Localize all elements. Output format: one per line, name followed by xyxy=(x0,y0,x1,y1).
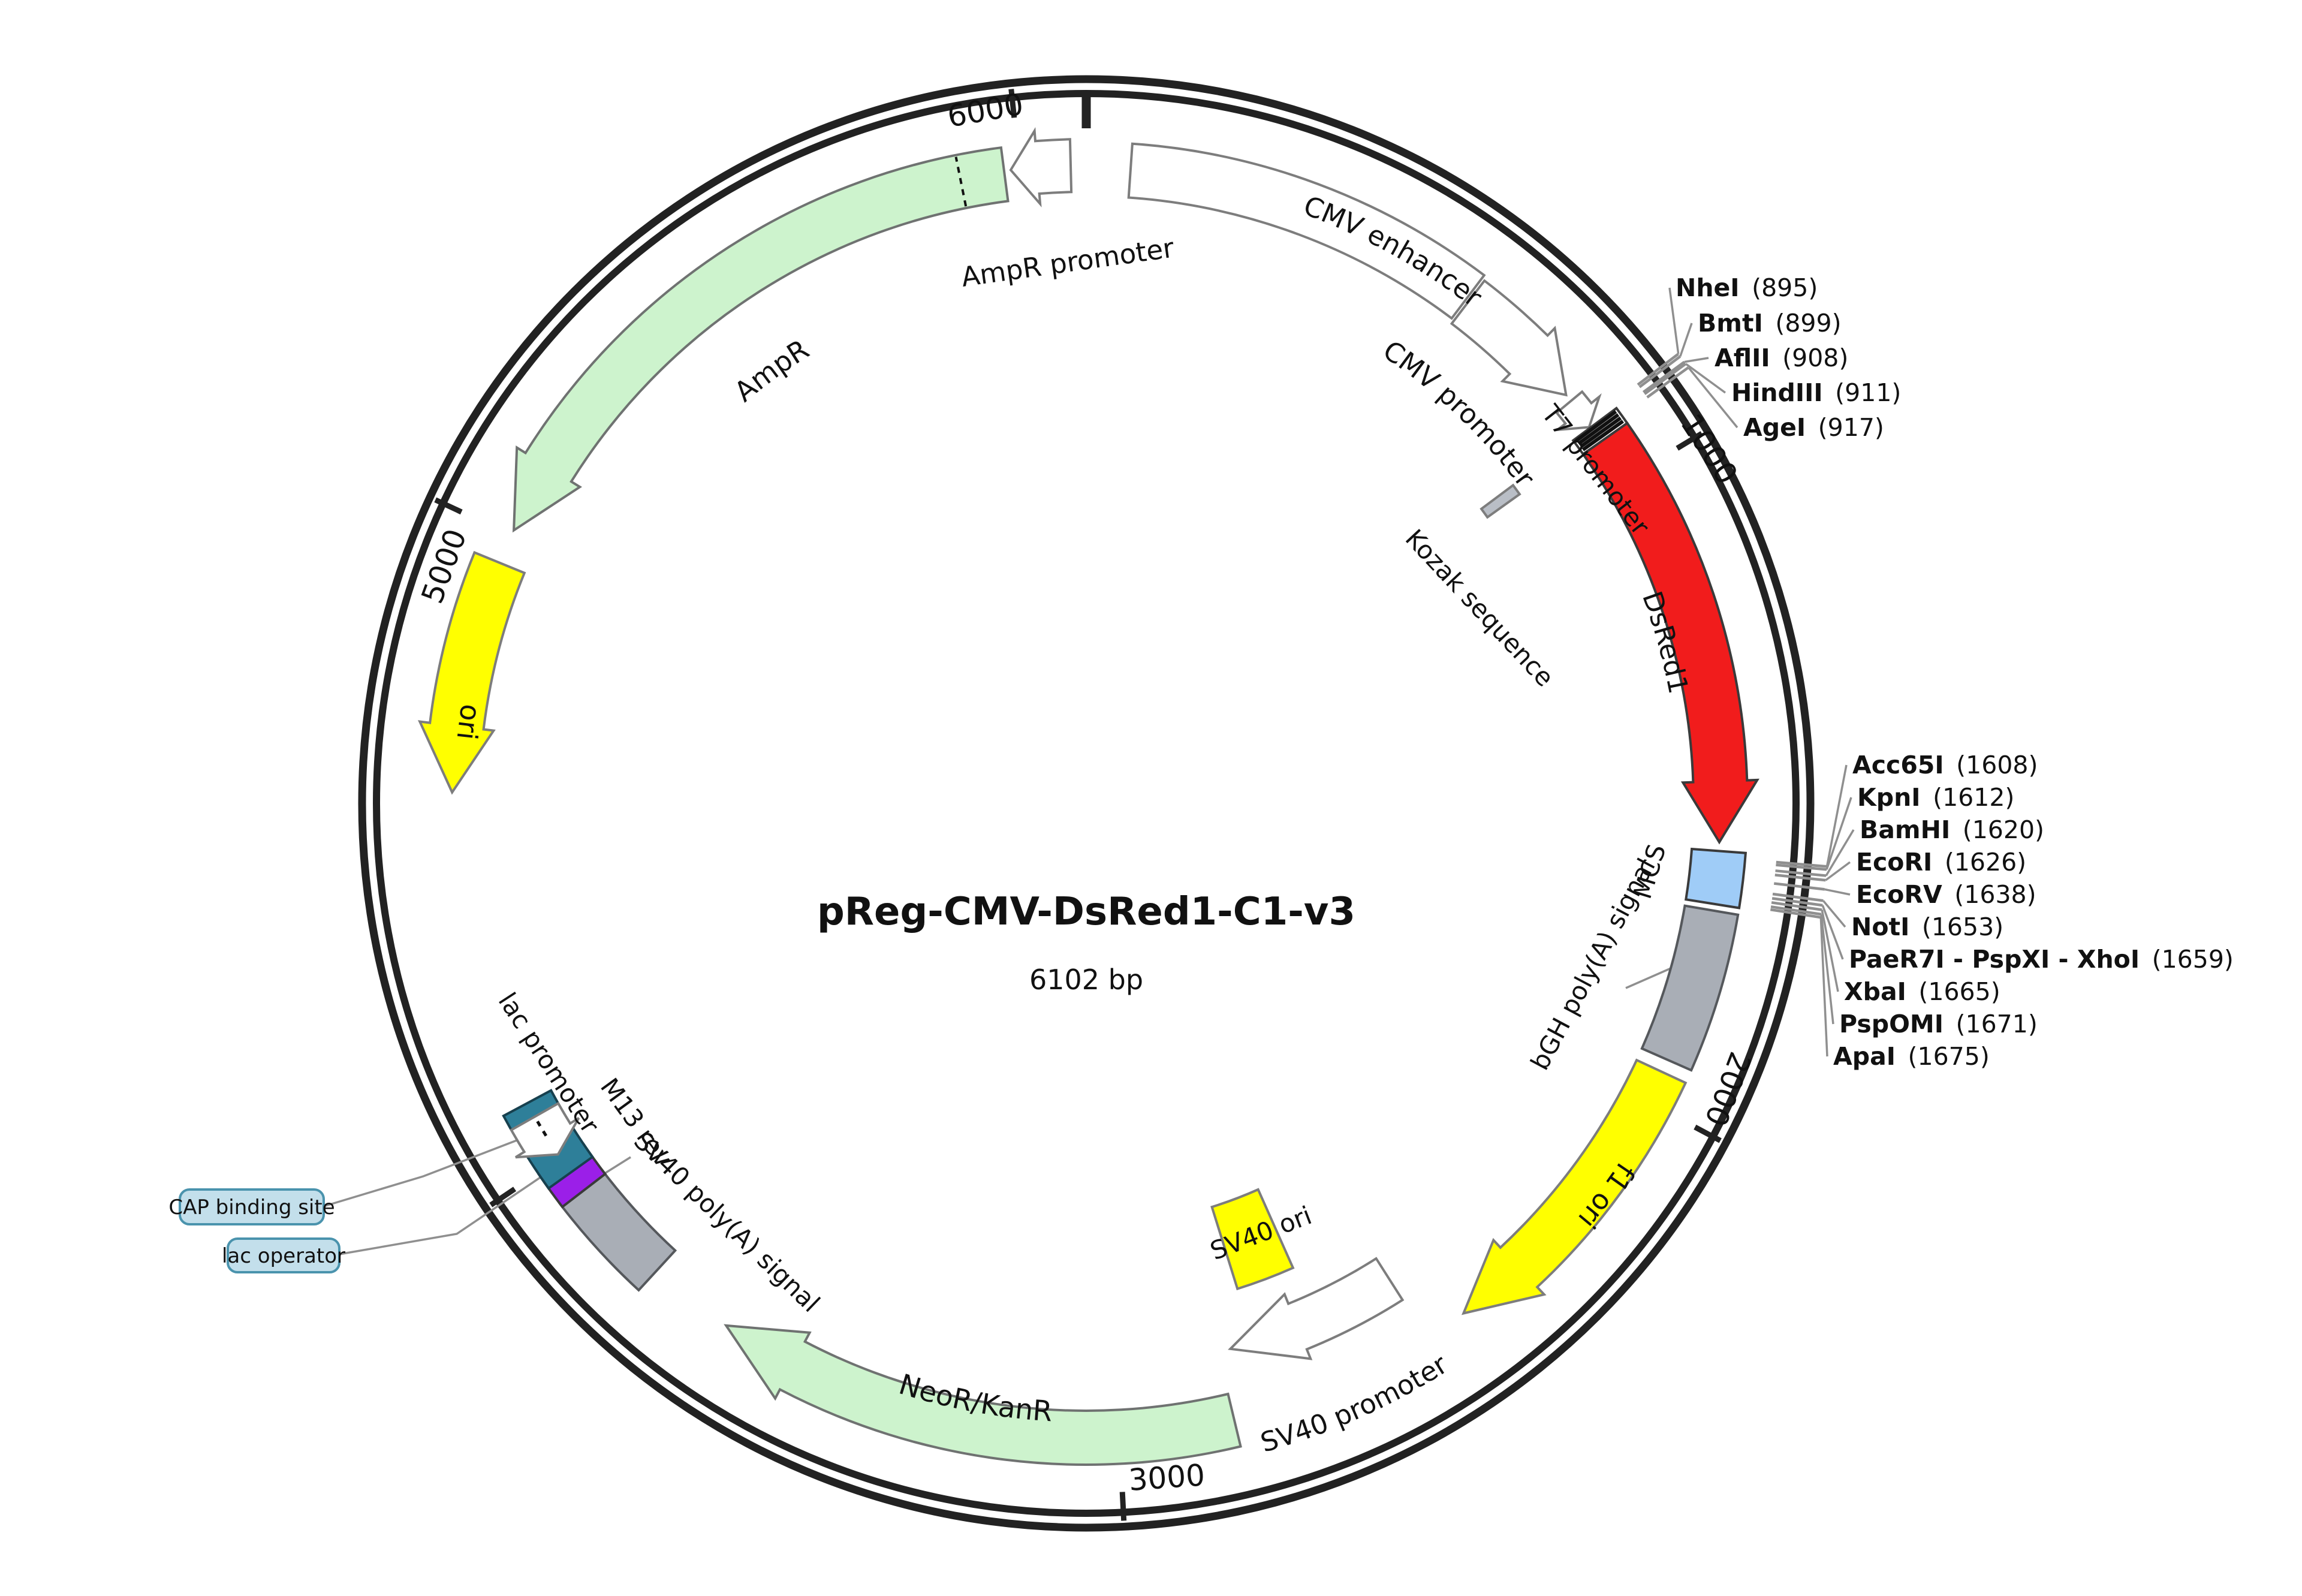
site-tick-ecorv xyxy=(1773,882,1825,891)
backbone-rings xyxy=(358,75,1815,1532)
site-tick-pspomi xyxy=(1770,905,1822,916)
site-tick-noti xyxy=(1772,892,1824,902)
lac-operator-callout-box xyxy=(227,1237,341,1273)
tick-2000 xyxy=(1694,1124,1722,1143)
label-cmv-enhancer: CMV enhancer xyxy=(1299,189,1488,313)
enzyme-kpni: KpnI (1612) xyxy=(1857,783,2014,812)
feature-ampr xyxy=(512,146,1010,533)
enzyme-acc65i: Acc65I (1608) xyxy=(1852,751,2038,779)
cap-binding-site-callout-box xyxy=(179,1188,325,1225)
bp-ticks: 100020003000400050006000 xyxy=(415,87,1827,1521)
plasmid-size: 6102 bp xyxy=(1029,963,1143,996)
cap-binding-site-callout-text: CAP binding site xyxy=(168,1196,335,1219)
site-tick-xbai xyxy=(1771,901,1822,911)
leader-enzyme-xbai xyxy=(1821,910,1839,992)
enzyme-paer7i-pspxi-xhoi: PaeR7I - PspXI - XhoI (1659) xyxy=(1849,945,2234,974)
plasmid-title: pReg-CMV-DsRed1-C1-v3 xyxy=(817,890,1355,934)
feature-dsred1-hatch-stripe-0 xyxy=(1575,409,1617,442)
leader-enzyme-bamhi xyxy=(1825,829,1855,877)
title-block: pReg-CMV-DsRed1-C1-v3 6102 bp xyxy=(817,890,1355,996)
leader-lac-operator-callout xyxy=(339,1175,543,1255)
feature-dsred1-hatch-stripe-1 xyxy=(1577,413,1620,445)
callout-boxes: CAP binding site lac operator xyxy=(168,1188,345,1273)
leader-enzyme-aflii xyxy=(1684,357,1709,363)
feature-f1-ori xyxy=(1461,1058,1688,1315)
leader-enzyme-hindiii xyxy=(1685,363,1726,394)
enzyme-ecorv: EcoRV (1638) xyxy=(1856,880,2036,909)
feature-cmv-enhancer xyxy=(1127,142,1486,320)
feature-bgh-polya-signal xyxy=(1640,904,1740,1072)
site-tick-ecori xyxy=(1774,874,1826,882)
lac-operator-callout-text: lac operator xyxy=(222,1244,345,1268)
features xyxy=(417,127,1759,1466)
feature-mcs xyxy=(1685,847,1747,910)
site-tick-bamhi xyxy=(1775,869,1827,877)
feature-cmv-promoter xyxy=(1450,279,1568,397)
feature-neor-kanr xyxy=(724,1324,1242,1466)
enzyme-bamhi: BamHI (1620) xyxy=(1860,815,2044,844)
tick-label-3000: 3000 xyxy=(1128,1458,1206,1498)
leader-enzyme-apai xyxy=(1819,917,1828,1057)
leader-enzyme-paer7i-pspxi-xhoi xyxy=(1821,905,1844,960)
leader-enzyme-acc65i xyxy=(1825,764,1848,867)
site-tick-nhei xyxy=(1637,353,1680,386)
enzyme-noti: NotI (1653) xyxy=(1851,913,2003,941)
feature-ampr-boundary-dash xyxy=(954,156,968,207)
site-tick-kpni xyxy=(1776,863,1827,871)
backbone-inner-ring xyxy=(373,90,1800,1517)
label-kozak-sequence: Kozak sequence xyxy=(1400,523,1560,692)
tick-label-1000: 1000 xyxy=(1674,408,1744,490)
leader-enzyme-nhei xyxy=(1668,287,1680,354)
label-ampr: AmpR xyxy=(728,333,815,408)
feature-sv40-promoter xyxy=(1228,1257,1405,1360)
enzyme-hindiii: HindIII (911) xyxy=(1731,378,1901,407)
leader-cap-binding-site-callout xyxy=(323,1139,517,1207)
enzyme-pspomi: PspOMI (1671) xyxy=(1839,1010,2038,1038)
feature-ori xyxy=(417,550,526,795)
label-m13-rev: M13 rev xyxy=(595,1073,679,1172)
leader-enzyme-pspomi xyxy=(1820,914,1834,1025)
leader-enzyme-ecorv xyxy=(1824,888,1851,896)
enzyme-agei: AgeI (917) xyxy=(1743,413,1884,442)
site-tick-paer7i-pspxi-xhoi xyxy=(1771,897,1823,907)
site-tick-hindiii xyxy=(1644,362,1687,395)
leader-enzyme-agei xyxy=(1688,366,1738,429)
leader-enzyme-noti xyxy=(1822,900,1846,928)
site-tick-acc65i xyxy=(1776,860,1827,868)
tick-3000 xyxy=(1119,1492,1127,1521)
tick-4000 xyxy=(489,1187,517,1207)
site-tick-aflii xyxy=(1642,360,1686,393)
enzyme-aflii: AflII (908) xyxy=(1715,344,1848,372)
tick-6000 xyxy=(1008,89,1017,118)
feature-t7-promoter xyxy=(1553,390,1602,432)
feature-dsred1 xyxy=(1581,421,1759,845)
leader-enzyme-bmti xyxy=(1679,323,1693,357)
feature-ampr-promoter xyxy=(1009,127,1073,207)
leader-bgh-polya-signal xyxy=(1625,965,1676,989)
site-tick-agei xyxy=(1646,366,1689,399)
enzyme-ecori: EcoRI (1626) xyxy=(1856,848,2026,877)
label-ampr-promoter: AmpR promoter xyxy=(959,232,1176,293)
feature-lac-promoter-dashes xyxy=(535,1119,548,1137)
feature-lac-promoter xyxy=(510,1101,580,1159)
site-tick-bmti xyxy=(1638,355,1682,389)
tick-5000 xyxy=(434,497,463,515)
backbone-outer-ring xyxy=(358,75,1815,1532)
site-tick-apai xyxy=(1770,908,1821,919)
tick-1000 xyxy=(1676,431,1704,451)
enzyme-bmti: BmtI (899) xyxy=(1698,309,1842,338)
enzyme-apai: ApaI (1675) xyxy=(1833,1042,1990,1071)
enzyme-nhei: NheI (895) xyxy=(1676,273,1818,302)
feature-dsred1-hatch-stripe-2 xyxy=(1580,416,1622,448)
feature-sv40-ori xyxy=(1210,1188,1295,1291)
enzyme-xbai: XbaI (1665) xyxy=(1844,977,2000,1006)
leader-enzyme-ecori xyxy=(1825,861,1851,881)
label-ori: ori xyxy=(451,702,487,742)
feature-dsred1-hatch-stripe-3 xyxy=(1581,420,1625,451)
enzyme-labels: NheI (895) BmtI (899) AflII (908) HindIII (… xyxy=(1676,273,2234,1071)
leader-enzyme-kpni xyxy=(1825,797,1852,870)
label-bgh-polya-signal: bGH poly(A) signal xyxy=(1525,853,1661,1074)
feature-kozak-sequence xyxy=(1480,483,1521,519)
